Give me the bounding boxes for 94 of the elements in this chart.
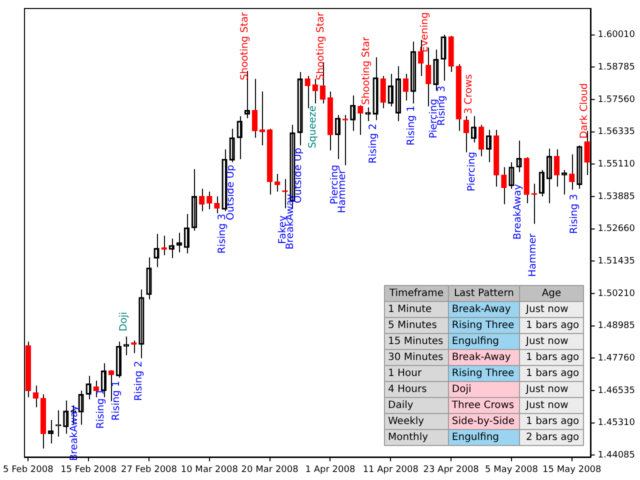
x-tick-label: 10 Mar 2008 — [180, 464, 238, 475]
candlestick — [259, 91, 266, 146]
annotation: Last Pattern — [448, 286, 520, 302]
annotation: Rising 2 — [368, 124, 380, 164]
annotation: Doji — [118, 312, 130, 332]
annotation: 1 Hour — [384, 366, 448, 382]
x-tick-label: 5 May 2008 — [485, 464, 538, 475]
candlestick — [214, 196, 220, 214]
y-tick-label: 1.60010 — [598, 30, 636, 40]
annotation: Timeframe — [384, 286, 448, 302]
annotation: BreakAway — [512, 184, 524, 240]
x-tick-label: 11 Apr 2008 — [362, 464, 419, 475]
candlestick — [32, 385, 39, 408]
candlestick — [501, 166, 507, 205]
x-tick-label: 5 Feb 2008 — [3, 464, 54, 475]
y-tick-label: 1.48985 — [598, 321, 635, 332]
annotation: Rising 1 — [406, 106, 418, 146]
annotation: Dark Cloud — [578, 83, 590, 139]
candlestick — [402, 73, 409, 102]
annotation: Just now — [520, 382, 584, 398]
candlestick — [206, 191, 212, 210]
annotation: Side-by-Side — [448, 414, 520, 430]
annotation: Break-Away — [448, 302, 520, 318]
candlestick — [252, 78, 258, 138]
annotation: Shooting Star — [360, 36, 372, 105]
annotation: Hammer — [527, 232, 538, 277]
annotation: 1 bars ago — [520, 318, 584, 334]
y-tick-label: 1.50210 — [598, 288, 636, 299]
annotation: Three Crows — [448, 398, 520, 414]
y-tick-label: 1.46535 — [598, 386, 635, 396]
annotation: Daily — [384, 398, 448, 414]
annotation: 1 bars ago — [520, 366, 584, 382]
annotation: Outside Up — [225, 164, 236, 220]
x-tick-label: 15 May 2008 — [542, 464, 602, 475]
annotation: Rising 1 — [110, 380, 122, 421]
y-tick-label: 1.52660 — [598, 224, 636, 234]
y-tick-label: 1.58785 — [598, 62, 635, 72]
annotation: Squeeze — [308, 106, 319, 148]
candlestick — [554, 148, 560, 188]
y-tick-label: 1.53885 — [598, 192, 635, 202]
annotation: Just now — [520, 302, 584, 318]
annotation: Break-Away — [448, 350, 520, 366]
candlestick — [312, 78, 318, 104]
annotation: 30 Minutes — [384, 350, 448, 366]
candlestick — [131, 340, 137, 354]
annotation: Rising 1 — [96, 388, 107, 429]
x-tick-label: 27 Feb 2008 — [120, 464, 178, 475]
annotation: Outside Up — [292, 148, 304, 204]
annotation: Shooting Star — [315, 11, 326, 80]
annotation: 15 Minutes — [384, 334, 448, 350]
x-tick-label: 23 Apr 2008 — [423, 464, 480, 475]
candlestick — [161, 235, 167, 256]
annotation: 4 Hours — [384, 382, 448, 398]
annotation: 1 bars ago — [520, 350, 584, 366]
annotation: Engulfing — [448, 334, 520, 350]
y-tick-label: 1.51435 — [598, 256, 635, 267]
y-tick-label: 1.45310 — [598, 418, 636, 428]
y-tick-label: 1.56335 — [598, 127, 635, 138]
candlestick — [380, 75, 386, 109]
y-tick-label: 1.57560 — [598, 94, 636, 105]
candlestick — [531, 183, 537, 224]
annotation: Engulfing — [448, 430, 520, 446]
candlestick — [569, 154, 575, 190]
annotation: Doji — [448, 382, 520, 398]
annotation: Evening — [420, 12, 431, 52]
annotation: 3 Crows — [463, 74, 474, 114]
y-tick-label: 1.44085 — [598, 450, 635, 461]
annotation: Rising 2 — [134, 360, 145, 401]
annotation: Rising Three — [448, 366, 520, 382]
annotation: Rising 3 — [569, 194, 580, 234]
y-tick-label: 1.55110 — [598, 160, 636, 170]
annotation: Weekly — [384, 414, 448, 430]
x-tick-label: 15 Feb 2008 — [60, 464, 117, 475]
candlestick — [274, 173, 280, 192]
annotation: Shooting Star — [240, 11, 251, 80]
y-tick-label: 1.47760 — [598, 354, 636, 364]
x-tick-label: 20 Mar 2008 — [241, 464, 299, 475]
annotation: Rising Three — [448, 318, 520, 334]
candlestick — [342, 114, 348, 166]
annotation: 1 Minute — [384, 302, 448, 318]
annotation: Just now — [520, 398, 584, 414]
candlestick — [358, 104, 364, 136]
annotation: 5 Minutes — [384, 318, 448, 334]
candlestick — [199, 188, 205, 212]
annotation: Monthly — [384, 430, 448, 446]
x-tick-label: 1 Apr 2008 — [305, 464, 356, 475]
annotation: Piercing — [466, 152, 478, 192]
annotation: Just now — [520, 334, 584, 350]
candlestick — [463, 116, 470, 153]
annotation: 1 bars ago — [520, 414, 584, 430]
annotation: BreakAway — [69, 405, 80, 461]
annotation: 2 bars ago — [520, 430, 584, 446]
annotation: Age — [520, 286, 584, 302]
candlestick — [478, 124, 484, 157]
